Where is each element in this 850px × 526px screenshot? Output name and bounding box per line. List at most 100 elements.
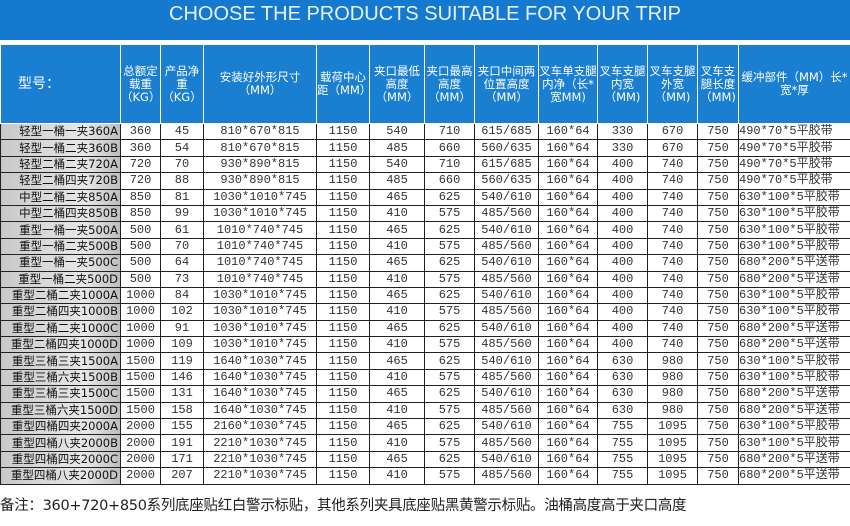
- header-clamp-mid-height: 夹口中间两位置高度（MM）: [474, 44, 539, 124]
- cell-buffer-part: 630*100*5平胶带: [738, 434, 850, 452]
- cell-model: 重型二桶四夹1000D: [0, 336, 121, 354]
- table-row: 中型二桶四夹850B 850 99 1030*1010*745 1150 410 575 48…: [0, 204, 850, 223]
- cell-fork-length: 750: [697, 467, 739, 485]
- table-row: 中型二桶二夹850A 850 81 1030*1010*745 1150 465 625 54…: [0, 188, 850, 206]
- cell-net-weight: 45: [160, 122, 204, 141]
- cell-clamp-min-height: 465: [369, 188, 425, 206]
- cell-dimensions: 1030*1010*745: [203, 286, 317, 305]
- cell-clamp-max-height: 575: [424, 237, 475, 256]
- cell-rated-load: 360: [120, 139, 161, 157]
- cell-clamp-mid-height: 485/560: [474, 270, 539, 288]
- cell-fork-length: 750: [697, 237, 739, 256]
- cell-load-center: 1150: [316, 434, 370, 452]
- cell-fork-length: 750: [697, 221, 739, 239]
- model-name: 中型二桶四夹850B: [19, 206, 118, 221]
- cell-rated-load: 1500: [120, 368, 161, 387]
- cell-clamp-min-height: 410: [369, 401, 425, 420]
- cell-load-center: 1150: [316, 319, 370, 338]
- cell-dimensions: 1010*740*745: [203, 221, 317, 239]
- cell-fork-pocket-size: 160*64: [538, 204, 598, 223]
- cell-rated-load: 2000: [120, 450, 161, 469]
- cell-dimensions: 2210*1030*745: [203, 450, 317, 469]
- cell-buffer-part: 630*100*5平胶带: [738, 237, 850, 256]
- cell-clamp-mid-height: 485/560: [474, 467, 539, 485]
- cell-net-weight: 54: [160, 139, 204, 157]
- model-name: 轻型二桶二夹720A: [19, 156, 118, 171]
- model-name: 重型二桶二夹1000A: [11, 288, 118, 303]
- cell-net-weight: 191: [160, 434, 204, 452]
- cell-fork-length: 750: [697, 155, 739, 174]
- cell-rated-load: 720: [120, 172, 161, 190]
- cell-dimensions: 1010*740*745: [203, 254, 317, 272]
- cell-rated-load: 2000: [120, 418, 161, 436]
- cell-rated-load: 500: [120, 270, 161, 288]
- cell-clamp-mid-height: 485/560: [474, 204, 539, 223]
- cell-clamp-mid-height: 560/635: [474, 172, 539, 190]
- model-name: 重型二桶四夹1000D: [10, 337, 118, 352]
- cell-fork-pocket-size: 160*64: [538, 155, 598, 174]
- cell-fork-outer-width: 740: [647, 286, 698, 305]
- footnote: 备注：360+720+850系列底座贴红白警示标贴，其他系列夹具底座贴黑黄警示标…: [0, 498, 687, 514]
- divider: [0, 40, 850, 44]
- model-name: 重型四桶四夹2000C: [11, 452, 118, 466]
- cell-net-weight: 61: [160, 221, 204, 239]
- table-row: 重型三桶六夹1500D 1500 158 1640*1030*745 1150 410 57…: [0, 401, 850, 420]
- cell-fork-pocket-size: 160*64: [538, 254, 598, 272]
- cell-model: 重型三桶三夹1500C: [0, 385, 121, 403]
- cell-fork-inner-width: 400: [597, 188, 648, 206]
- cell-model: 重型三桶六夹1500D: [0, 401, 121, 420]
- header-fork-inner-width: 叉车支腿内宽（MM): [597, 44, 648, 124]
- header-load-center: 载荷中心距（MM）: [316, 44, 371, 124]
- table-row: 轻型一桶一夹360A 360 45 810*670*815 1150 540 710 615/…: [0, 122, 850, 141]
- cell-buffer-part: 680*200*5平送带: [738, 467, 850, 485]
- cell-model: 重型四桶四夹2000C: [0, 450, 121, 469]
- cell-clamp-mid-height: 485/560: [474, 237, 539, 256]
- cell-fork-outer-width: 1095: [647, 450, 698, 469]
- cell-fork-length: 750: [697, 385, 739, 403]
- cell-rated-load: 1000: [120, 286, 161, 305]
- cell-clamp-mid-height: 540/610: [474, 352, 539, 370]
- table-row: 重型四桶四夹2000A 2000 155 2160*1030*745 1150 465 62…: [0, 418, 850, 436]
- cell-clamp-max-height: 625: [424, 221, 475, 239]
- cell-buffer-part: 630*100*5平胶带: [738, 204, 850, 223]
- cell-fork-pocket-size: 160*64: [538, 434, 598, 452]
- cell-fork-pocket-size: 160*64: [538, 221, 598, 239]
- cell-fork-length: 750: [697, 418, 739, 436]
- cell-fork-inner-width: 330: [597, 122, 648, 141]
- table-row: 重型四桶八夹2000D 2000 207 2210*1030*745 1150 410 57…: [0, 467, 850, 485]
- model-name: 重型二桶二夹1000C: [11, 320, 118, 335]
- cell-fork-pocket-size: 160*64: [538, 172, 598, 190]
- cell-load-center: 1150: [316, 122, 370, 141]
- cell-clamp-mid-height: 540/610: [474, 450, 539, 469]
- table-row: 轻型二桶四夹720B 720 88 930*890*815 1150 485 660 560/…: [0, 172, 850, 190]
- cell-model: 轻型二桶二夹720A: [0, 155, 121, 174]
- cell-clamp-max-height: 625: [424, 286, 475, 305]
- banner: CHOOSE THE PRODUCTS SUITABLE FOR YOUR TR…: [0, 0, 850, 40]
- cell-clamp-max-height: 625: [424, 188, 475, 206]
- cell-buffer-part: 680*200*5平送带: [738, 401, 850, 420]
- cell-model: 重型二桶二夹1000C: [0, 319, 121, 338]
- cell-fork-length: 750: [697, 172, 739, 190]
- cell-rated-load: 500: [120, 221, 161, 239]
- cell-load-center: 1150: [316, 172, 370, 190]
- cell-load-center: 1150: [316, 270, 370, 288]
- table-row: 重型三桶三夹1500A 1500 119 1640*1030*745 1150 465 62…: [0, 352, 850, 370]
- cell-model: 重型一桶二夹500D: [0, 270, 121, 288]
- cell-net-weight: 99: [160, 204, 204, 223]
- model-name: 重型三桶三夹1500A: [11, 353, 118, 368]
- cell-clamp-mid-height: 485/560: [474, 303, 539, 321]
- cell-buffer-part: 680*200*5平送带: [738, 336, 850, 354]
- cell-model: 中型二桶二夹850A: [0, 188, 121, 206]
- cell-fork-inner-width: 755: [597, 434, 648, 452]
- cell-dimensions: 1640*1030*745: [203, 352, 317, 370]
- cell-clamp-min-height: 465: [369, 352, 425, 370]
- cell-load-center: 1150: [316, 401, 370, 420]
- cell-clamp-mid-height: 540/610: [474, 254, 539, 272]
- table-row: 重型三桶六夹1500B 1500 146 1640*1030*745 1150 410 57…: [0, 368, 850, 387]
- cell-clamp-max-height: 625: [424, 319, 475, 338]
- table-row: 重型二桶四夹1000D 1000 109 1030*1010*745 1150 410 57…: [0, 336, 850, 354]
- cell-clamp-mid-height: 485/560: [474, 336, 539, 354]
- cell-fork-outer-width: 740: [647, 254, 698, 272]
- table-row: 重型二桶四夹1000B 1000 102 1030*1010*745 1150 410 57…: [0, 303, 850, 321]
- product-spec-table: 型号： 总额定载重（KG） 产品净重（KG） 安装好外形尺寸（MM） 载荷中心距（MM）…: [0, 44, 850, 485]
